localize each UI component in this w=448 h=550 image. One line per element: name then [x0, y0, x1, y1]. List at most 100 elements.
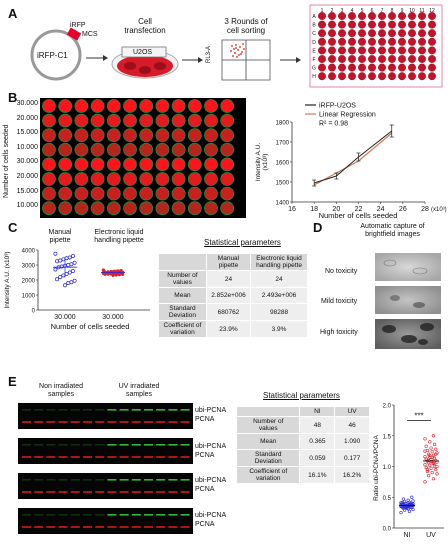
e-band-ubi-pcna	[83, 409, 92, 411]
e-band-pcna	[119, 421, 129, 423]
b-x-label: Number of cells seeded	[319, 211, 398, 220]
b-well	[58, 113, 73, 128]
plate-col-label: 4	[351, 8, 354, 14]
plate-well	[408, 29, 416, 38]
plate-row-label: G	[312, 66, 316, 72]
b-well	[123, 113, 137, 128]
e-point-uv	[435, 472, 439, 476]
e-y-tick-label: 0.0	[383, 527, 392, 533]
b-well	[220, 201, 235, 216]
c-point-manual	[58, 275, 63, 279]
e-band-pcna	[95, 491, 105, 493]
c-point-electronic	[111, 273, 115, 277]
table-cell: 2.493e+006	[250, 287, 308, 304]
plate-well	[348, 37, 356, 46]
b-well	[187, 172, 202, 186]
b-well	[187, 201, 202, 216]
table-cell: Mean	[235, 433, 301, 450]
e-band-pcna	[95, 526, 105, 528]
table-cell: Mean	[158, 287, 207, 304]
e-band-pcna	[22, 456, 31, 458]
table-cell: 16.2%	[334, 466, 370, 484]
plate-well	[388, 63, 396, 72]
b-well	[106, 99, 121, 113]
e-point-ni	[400, 501, 404, 505]
e-band-ubi-pcna	[119, 409, 129, 411]
b-row-label: 20.000	[16, 114, 38, 122]
e-band-pcna	[70, 526, 80, 528]
e-band-pcna	[83, 456, 92, 458]
e-band-pcna	[95, 456, 105, 458]
e-band-ubi-pcna	[34, 479, 44, 481]
e-non-irradiated-label: Non irradiated samples	[39, 383, 83, 398]
b-well	[42, 99, 56, 113]
table-header-cell: UV	[334, 406, 370, 417]
e-band-ubi-pcna	[107, 514, 117, 516]
e-band-ubi-pcna	[144, 409, 153, 411]
plate-well	[398, 37, 406, 46]
plate-well	[328, 63, 336, 72]
plate-col-label: 5	[361, 8, 364, 14]
c-point-manual	[66, 263, 71, 267]
plate-well	[428, 37, 436, 46]
c-y-tick-label: 2000	[22, 279, 36, 285]
b-well	[90, 201, 105, 216]
b-well	[139, 113, 154, 128]
e-band-ubi-pcna	[34, 409, 44, 411]
e-band-ubi-pcna	[70, 514, 80, 516]
e-band-pcna	[107, 456, 117, 458]
plate-row-label: H	[312, 74, 316, 80]
table-row: Standard Deviation 0.059 0.177	[235, 449, 370, 467]
c-point-manual	[66, 281, 71, 285]
e-point-ni	[410, 495, 414, 499]
b-well	[90, 142, 105, 157]
table-row: Number of values 24 24	[158, 270, 308, 288]
plate-well	[368, 72, 376, 81]
e-blot	[18, 508, 193, 534]
plate-well	[398, 20, 406, 29]
plate-well	[398, 29, 406, 38]
e-band-pcna	[22, 491, 31, 493]
plate-well	[388, 46, 396, 55]
plate-well	[418, 63, 426, 72]
e-band-pcna	[58, 526, 68, 528]
brightfield-mild-toxicity	[375, 286, 441, 314]
b-well	[204, 142, 218, 157]
c-x-tick-label: 30.000	[54, 314, 76, 321]
plate-col-label: 12	[429, 8, 435, 14]
e-band-ubi-pcna	[144, 479, 153, 481]
e-band-pcna	[107, 491, 117, 493]
e-point-uv	[428, 440, 432, 444]
e-band-ubi-pcna	[168, 409, 178, 411]
plate-well	[318, 37, 326, 46]
u2os-label: U2OS	[133, 49, 153, 56]
plate-well	[378, 12, 386, 20]
plate-well	[318, 12, 326, 20]
e-point-uv	[432, 442, 437, 446]
facs-dots	[230, 43, 245, 58]
e-point-ni	[407, 509, 412, 513]
plate-well	[368, 55, 376, 63]
e-band-pcna	[107, 526, 117, 528]
b-y-tick-label: 1500	[276, 181, 290, 187]
c-y-label: Intensity A.U. (x10³)	[4, 251, 11, 308]
b-x-unit: (x10³)	[431, 207, 447, 213]
e-band-ubi-pcna	[144, 444, 153, 446]
b-well	[187, 186, 202, 201]
table-cell: 1.090	[334, 433, 370, 450]
plate-col-label: 2	[331, 8, 334, 14]
b-well	[204, 186, 218, 201]
e-band-ubi-pcna	[168, 479, 178, 481]
plate-well	[318, 63, 326, 72]
plate-row-label: B	[312, 23, 316, 29]
b-well	[58, 201, 73, 216]
plate-well	[348, 72, 356, 81]
e-band-pcna	[180, 526, 190, 528]
plate-well	[418, 20, 426, 29]
b-well	[106, 128, 121, 143]
e-band-ubi-pcna	[70, 479, 80, 481]
plate-well	[408, 55, 416, 63]
c-point-manual	[64, 256, 69, 261]
c-stat-table: Manual pipette Electronic liquid handling…	[158, 253, 308, 338]
e-significance-label: ***	[414, 411, 423, 420]
